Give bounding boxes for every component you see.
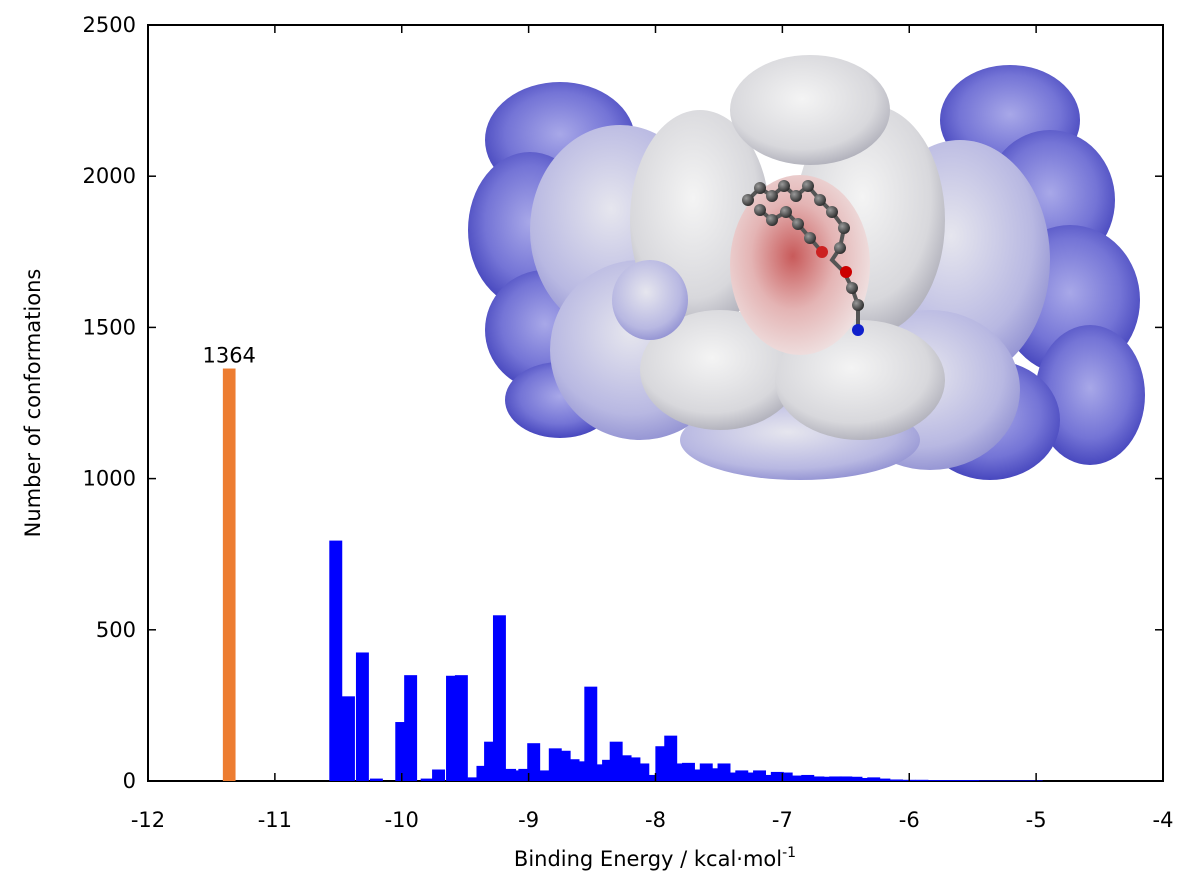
bar <box>849 776 863 781</box>
highlight-bar-label: 1364 <box>202 344 255 368</box>
x-tick-label: -10 <box>385 808 419 832</box>
bar <box>584 686 598 781</box>
bar <box>978 780 992 781</box>
bar <box>890 779 904 781</box>
x-tick-label: -4 <box>1153 808 1174 832</box>
x-tick-label: -9 <box>518 808 539 832</box>
x-tick-label: -11 <box>258 808 292 832</box>
x-tick-label: -7 <box>772 808 793 832</box>
bar <box>829 776 843 781</box>
x-axis-title: Binding Energy / kcal·mol-1 <box>514 845 796 871</box>
bar <box>355 652 369 781</box>
bar <box>858 777 872 781</box>
bar <box>915 779 929 781</box>
y-tick-label: 500 <box>96 618 136 642</box>
bar <box>690 769 704 781</box>
bar <box>966 780 980 781</box>
bar <box>953 780 967 781</box>
x-tick-label: -12 <box>131 808 165 832</box>
bar <box>744 772 758 781</box>
bar <box>645 774 659 781</box>
bar <box>539 770 553 781</box>
y-tick-label: 2000 <box>83 164 136 188</box>
bar <box>369 778 383 781</box>
bar <box>1016 780 1030 781</box>
bar <box>770 771 784 781</box>
bar <box>991 780 1005 781</box>
y-axis-title: Number of conformations <box>21 269 45 538</box>
bar-highlight <box>222 368 236 781</box>
bar <box>329 540 343 781</box>
y-tick-label: 1000 <box>83 467 136 491</box>
bar <box>1004 780 1018 781</box>
x-tick-label: -8 <box>645 808 666 832</box>
bar <box>735 770 749 781</box>
bar <box>877 778 891 781</box>
bar <box>341 696 355 781</box>
bar <box>867 777 881 781</box>
x-tick-label: -5 <box>1026 808 1047 832</box>
y-tick-label: 1500 <box>83 315 136 339</box>
bar <box>761 774 775 781</box>
x-axis-title-text: Binding Energy / kcal·mol <box>514 847 782 871</box>
bar <box>432 769 446 781</box>
protein-surface-image <box>468 55 1145 480</box>
y-tick-label: 0 <box>123 769 136 793</box>
bar <box>811 776 825 781</box>
bar <box>801 774 815 781</box>
x-tick-label: -6 <box>899 808 920 832</box>
bar <box>492 615 506 781</box>
ticks-group: -12 -11 -10 -9 -8 -7 -6 -5 -4 0 500 1000 1500 2000 250… <box>83 13 1174 832</box>
bar <box>527 743 541 781</box>
bar <box>820 776 834 781</box>
bar <box>454 675 468 781</box>
bar <box>928 780 942 781</box>
bar <box>467 777 481 781</box>
bar <box>420 778 434 781</box>
bar <box>779 772 793 781</box>
y-tick-label: 2500 <box>83 13 136 37</box>
bars-group <box>222 368 1043 781</box>
ligand-ball-and-stick <box>742 180 864 336</box>
bar <box>940 780 954 781</box>
bar <box>753 770 767 781</box>
bar <box>788 775 802 781</box>
bar <box>726 772 740 781</box>
bar <box>404 675 418 781</box>
bar <box>839 776 853 781</box>
x-axis-title-superscript: -1 <box>782 845 796 861</box>
